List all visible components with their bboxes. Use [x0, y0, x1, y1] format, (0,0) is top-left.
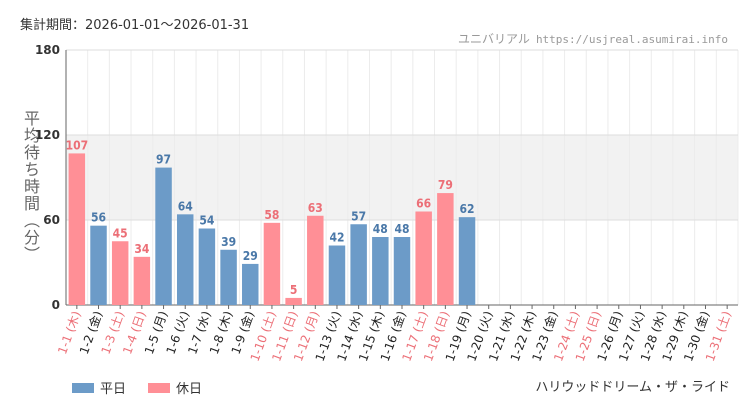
bar [133, 256, 151, 305]
bar [111, 241, 129, 305]
bar-value-label: 79 [438, 178, 453, 192]
y-tick-label: 0 [52, 298, 60, 312]
bar [68, 153, 86, 305]
bar-value-label: 42 [329, 231, 344, 245]
y-band [66, 135, 738, 220]
bar [198, 228, 216, 305]
legend-item-holiday[interactable]: 休日 [148, 378, 202, 397]
bar-value-label: 34 [134, 242, 150, 256]
bar [220, 249, 237, 305]
y-tick-label: 60 [43, 213, 60, 227]
bar [458, 217, 476, 305]
bar [372, 237, 389, 305]
bar-value-label: 5 [290, 283, 298, 297]
bar [155, 167, 172, 305]
bar-value-label: 54 [199, 214, 215, 228]
bar-value-label: 39 [221, 235, 236, 249]
legend-item-weekday[interactable]: 平日 [72, 378, 126, 397]
bar [90, 225, 107, 305]
bar [176, 214, 194, 305]
bar-value-label: 62 [460, 202, 475, 216]
bar-value-label: 97 [156, 153, 171, 167]
bar [263, 222, 281, 305]
brand-name: ユニバリアル [458, 32, 530, 46]
bar-value-label: 107 [66, 138, 89, 152]
y-tick-label: 180 [35, 43, 60, 57]
y-axis-label: 平均待ち時間（分） [21, 110, 40, 263]
bar-value-label: 66 [416, 197, 431, 211]
bar [242, 263, 259, 305]
bar-value-label: 64 [178, 199, 194, 213]
bar [437, 193, 454, 305]
bar-value-label: 29 [243, 249, 258, 263]
ride-name: ハリウッドドリーム・ザ・ライド [535, 380, 730, 395]
bar-value-label: 45 [113, 226, 128, 240]
y-tick-label: 120 [35, 128, 60, 142]
legend-swatch-weekday [72, 382, 94, 393]
bar-value-label: 48 [394, 222, 409, 236]
brand-url: https://usjreal.asumirai.info [535, 33, 728, 46]
bar [415, 211, 432, 305]
bar-value-label: 63 [308, 201, 323, 215]
brand-watermark: ユニバリアル https://usjreal.asumirai.info [458, 30, 728, 47]
period-label: 集計期間：2026-01-01〜2026-01-31 [20, 18, 250, 33]
legend: 平日 休日 [72, 378, 202, 397]
legend-label-holiday: 休日 [176, 382, 203, 397]
bar-value-label: 57 [351, 209, 366, 223]
bar [307, 215, 324, 305]
legend-swatch-holiday [148, 382, 171, 393]
bar-value-label: 56 [91, 211, 106, 225]
bar [350, 224, 367, 305]
bar-value-label: 58 [264, 208, 279, 222]
bar [328, 245, 346, 305]
bar-value-label: 48 [373, 222, 388, 236]
bar [285, 297, 302, 305]
legend-label-weekday: 平日 [100, 382, 127, 397]
bar [393, 237, 411, 305]
